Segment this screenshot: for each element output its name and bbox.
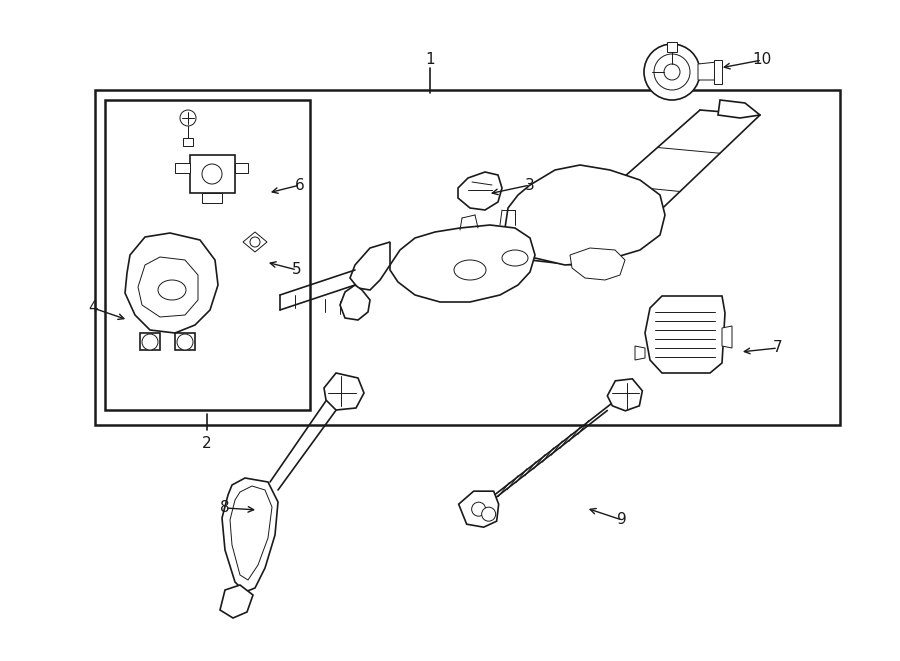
Polygon shape (183, 138, 193, 146)
Polygon shape (140, 333, 160, 350)
Text: 3: 3 (525, 178, 535, 192)
Polygon shape (505, 165, 665, 265)
Polygon shape (718, 100, 760, 118)
Circle shape (482, 507, 496, 521)
Text: 10: 10 (752, 52, 771, 67)
Ellipse shape (158, 280, 186, 300)
Polygon shape (608, 379, 643, 411)
Polygon shape (340, 285, 370, 320)
Polygon shape (458, 172, 502, 210)
Ellipse shape (454, 260, 486, 280)
Polygon shape (698, 62, 719, 80)
Polygon shape (175, 333, 195, 350)
Bar (105, 100, 310, 410)
Polygon shape (175, 163, 190, 173)
Polygon shape (390, 225, 535, 302)
Text: 1: 1 (425, 52, 435, 67)
Polygon shape (125, 233, 218, 333)
Polygon shape (243, 232, 267, 252)
Polygon shape (202, 193, 222, 203)
Polygon shape (190, 155, 235, 193)
Text: 6: 6 (295, 178, 305, 192)
Polygon shape (230, 486, 272, 580)
Circle shape (177, 334, 193, 350)
Polygon shape (635, 346, 645, 360)
Circle shape (664, 64, 680, 80)
Polygon shape (220, 585, 253, 618)
Polygon shape (667, 42, 677, 52)
Circle shape (180, 110, 196, 126)
Polygon shape (645, 296, 725, 373)
Polygon shape (714, 60, 722, 84)
Circle shape (202, 164, 222, 184)
Polygon shape (324, 373, 364, 410)
Text: 8: 8 (220, 500, 230, 516)
Polygon shape (459, 491, 499, 527)
Text: 7: 7 (773, 340, 783, 356)
Text: 2: 2 (202, 436, 211, 451)
Bar (95, 90, 840, 425)
Ellipse shape (502, 250, 528, 266)
Polygon shape (722, 326, 732, 348)
Polygon shape (235, 163, 248, 173)
Polygon shape (570, 248, 625, 280)
Polygon shape (350, 242, 390, 290)
Circle shape (472, 502, 486, 516)
Text: 5: 5 (292, 262, 302, 278)
Circle shape (250, 237, 260, 247)
Text: 9: 9 (617, 512, 627, 527)
Text: 4: 4 (88, 301, 98, 315)
Circle shape (654, 54, 690, 90)
Circle shape (644, 44, 700, 100)
Circle shape (142, 334, 158, 350)
Polygon shape (222, 478, 278, 592)
Polygon shape (138, 257, 198, 317)
